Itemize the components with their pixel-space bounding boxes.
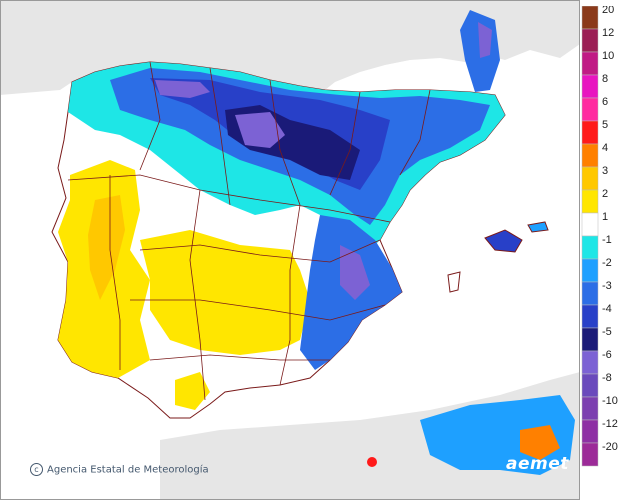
legend-label: -3 [602, 280, 612, 292]
legend-swatch [581, 235, 599, 260]
legend-label: -8 [602, 372, 612, 384]
legend-label: 2 [602, 188, 608, 200]
legend-label: -5 [602, 326, 612, 338]
legend-swatch [581, 327, 599, 352]
aemet-logo: aemet [506, 454, 569, 474]
legend-swatch [581, 304, 599, 329]
legend-swatch [581, 143, 599, 168]
cold-anomaly-pyrenees-core [478, 22, 492, 58]
legend-swatch [581, 281, 599, 306]
legend-label: 8 [602, 73, 608, 85]
legend-label: -2 [602, 257, 612, 269]
legend-label: -6 [602, 349, 612, 361]
legend-swatch [581, 350, 599, 375]
cold-anomaly-purple-nw [155, 80, 210, 98]
legend-label: -20 [602, 441, 618, 453]
credit-line: c Agencia Estatal de Meteorología [30, 463, 209, 476]
legend-label: 6 [602, 96, 608, 108]
warm-anomaly-central [140, 230, 310, 355]
legend-swatch [581, 419, 599, 444]
legend-swatch [581, 97, 599, 122]
legend-swatch [581, 6, 599, 30]
legend-swatch [581, 51, 599, 76]
legend-swatch [581, 166, 599, 191]
ibiza [447, 271, 461, 293]
legend-label: 4 [602, 142, 608, 154]
legend-swatch [581, 212, 599, 237]
legend-swatch [581, 120, 599, 145]
legend-swatch [581, 442, 599, 467]
legend-label: 1 [602, 211, 608, 223]
legend-swatch [581, 373, 599, 398]
copyright-icon: c [30, 463, 43, 476]
legend-label: -4 [602, 303, 612, 315]
cold-anomaly-east-core [340, 245, 370, 300]
mallorca [484, 229, 523, 253]
warm-anomaly-south [175, 372, 210, 410]
legend-swatch [581, 189, 599, 214]
province-borders [67, 61, 431, 401]
legend-label: -10 [602, 395, 618, 407]
legend-swatch [581, 28, 599, 53]
legend-label: -12 [602, 418, 618, 430]
north-foreign-land [0, 0, 580, 95]
legend-label: 5 [602, 119, 608, 131]
warm-spot-africa [367, 457, 377, 467]
warm-anomaly-west-core [88, 195, 125, 300]
cold-anomaly-purple [235, 112, 285, 148]
warm-anomaly-africa [520, 425, 560, 460]
legend-swatch [581, 74, 599, 99]
color-legend: 20 12 10 8 6 5 4 3 2 1 -1 -2 -3 -4 -5 -6 -8 -10 -12 -20 [581, 6, 618, 467]
legend-label: 3 [602, 165, 608, 177]
credit-text: Agencia Estatal de Meteorología [47, 464, 209, 476]
legend-label: 12 [602, 27, 614, 39]
temperature-anomaly-map [0, 0, 580, 500]
legend-swatch [581, 258, 599, 283]
legend-label: 20 [602, 6, 614, 16]
legend-label: 10 [602, 50, 614, 62]
legend-label: -1 [602, 234, 612, 246]
legend-swatch [581, 396, 599, 421]
menorca [527, 221, 549, 233]
